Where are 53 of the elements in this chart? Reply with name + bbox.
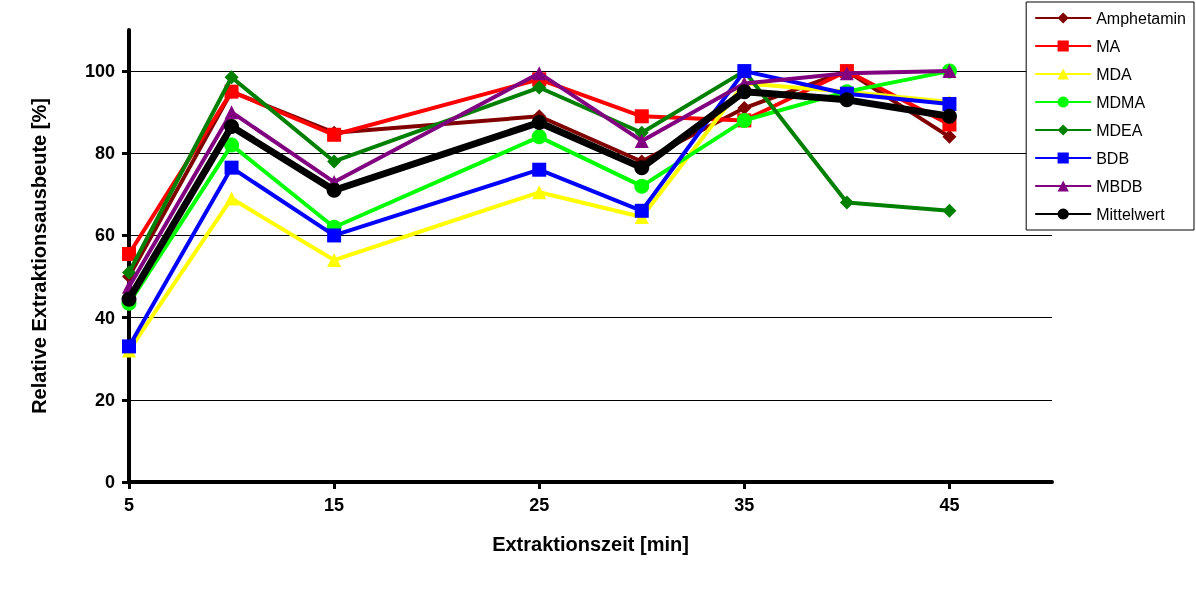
point [224,119,240,135]
y-tick-label: 0 [104,472,115,492]
point [634,109,649,124]
legend-label: MA [1096,37,1121,55]
point [737,101,752,116]
x-axis-title: Extraktionszeit [min] [492,533,689,555]
point [327,154,342,169]
point [224,105,239,120]
point [736,84,752,100]
legend-label: MBDB [1096,177,1143,195]
y-tick-label: 20 [94,389,115,410]
y-tick-label: 100 [84,61,115,82]
legend-label: Mittelwert [1096,205,1166,223]
point [634,160,650,176]
point [224,191,239,206]
x-tick-label: 25 [529,495,550,515]
x-tick-label: 35 [734,495,755,515]
point [839,92,855,108]
legend-label: MDA [1096,65,1133,83]
legend-label: MDEA [1096,121,1143,139]
point [634,133,649,148]
y-axis-title: Relative Extraktionsausbeute [%] [28,98,50,414]
point [532,162,547,177]
point [634,203,649,218]
x-tick-label: 15 [324,495,345,515]
y-tick-label: 80 [94,143,115,164]
legend-label: BDB [1096,149,1130,167]
y-tick-label: 40 [94,307,115,328]
point [224,137,240,153]
x-tick-label: 5 [123,495,135,515]
point [327,228,342,243]
y-tick-label: 60 [94,225,115,246]
point [224,160,239,175]
point [634,178,650,194]
point [941,108,957,124]
legend-label: Amphetamin [1096,9,1187,27]
point [942,129,957,144]
point [122,265,136,280]
point [532,185,547,200]
point [531,129,547,145]
legend-label: MDMA [1096,93,1146,111]
point [326,182,342,198]
point [224,70,239,85]
point [839,195,854,210]
point [327,253,342,268]
point [121,291,137,307]
point [942,203,957,218]
point [122,246,136,261]
point [532,66,547,81]
point [122,339,136,354]
x-tick-label: 45 [939,495,960,515]
point [531,114,547,130]
point [532,80,547,95]
